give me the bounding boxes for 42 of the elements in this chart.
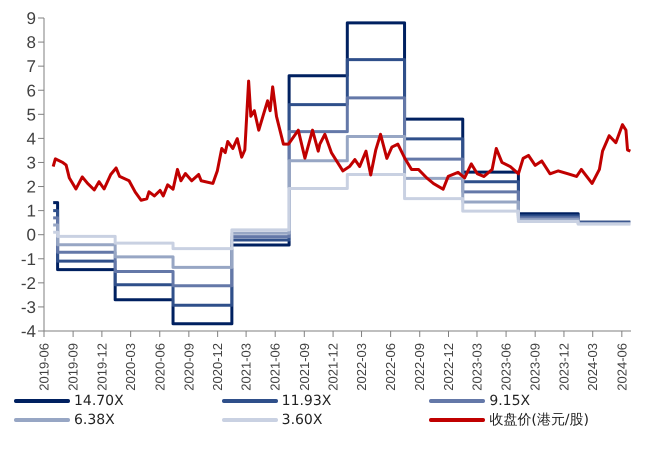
x-tick-label: 2022-06 — [383, 343, 398, 391]
x-tick-label: 2022-03 — [354, 343, 370, 391]
x-tick-label: 2023-09 — [528, 343, 543, 391]
y-tick-label: 1 — [26, 202, 36, 221]
x-tick-label: 2021-06 — [268, 343, 283, 391]
y-tick-label: 6 — [26, 81, 36, 100]
x-tick-label: 2021-12 — [326, 343, 341, 391]
x-tick-label: 2019-06 — [36, 343, 52, 391]
legend-label: 3.60X — [282, 412, 322, 428]
x-tick-label: 2022-12 — [441, 343, 456, 391]
legend-label: 6.38X — [74, 412, 115, 428]
x-tick-label: 2020-09 — [181, 343, 196, 391]
y-tick-label: 4 — [26, 129, 36, 148]
x-tick-label: 2022-09 — [412, 343, 428, 391]
x-tick-label: 2020-06 — [152, 343, 168, 391]
legend-label: 9.15X — [489, 393, 530, 409]
y-tick-label: -3 — [20, 298, 36, 317]
y-tick-label: -1 — [20, 250, 36, 269]
legend-label: 11.93X — [282, 393, 332, 409]
x-tick-label: 2023-06 — [498, 343, 514, 391]
y-tick-label: 5 — [26, 105, 36, 124]
legend-label: 收盘价(港元/股) — [489, 411, 589, 429]
x-tick-label: 2019-12 — [94, 343, 110, 391]
x-tick-label: 2024-06 — [614, 343, 630, 391]
x-tick-label: 2019-09 — [66, 343, 81, 391]
y-tick-label: -2 — [20, 274, 36, 293]
x-tick-label: 2023-03 — [469, 343, 484, 391]
y-tick-label: 3 — [26, 153, 36, 172]
x-tick-label: 2021-03 — [238, 343, 254, 391]
y-tick-label: -4 — [20, 322, 36, 342]
y-tick-label: 8 — [26, 33, 36, 52]
y-tick-label: 0 — [26, 226, 36, 245]
y-tick-label: 2 — [26, 178, 36, 197]
x-tick-label: 2020-03 — [123, 343, 138, 391]
line-series — [52, 80, 631, 202]
x-tick-label: 2024-03 — [585, 343, 600, 391]
y-tick-label: 9 — [26, 9, 36, 28]
legend-label: 14.70X — [74, 393, 124, 409]
x-tick-label: 2023-12 — [556, 343, 572, 391]
x-tick-label: 2021-09 — [296, 343, 312, 391]
x-tick-label: 2020-12 — [210, 343, 226, 391]
y-tick-label: 7 — [26, 57, 36, 76]
